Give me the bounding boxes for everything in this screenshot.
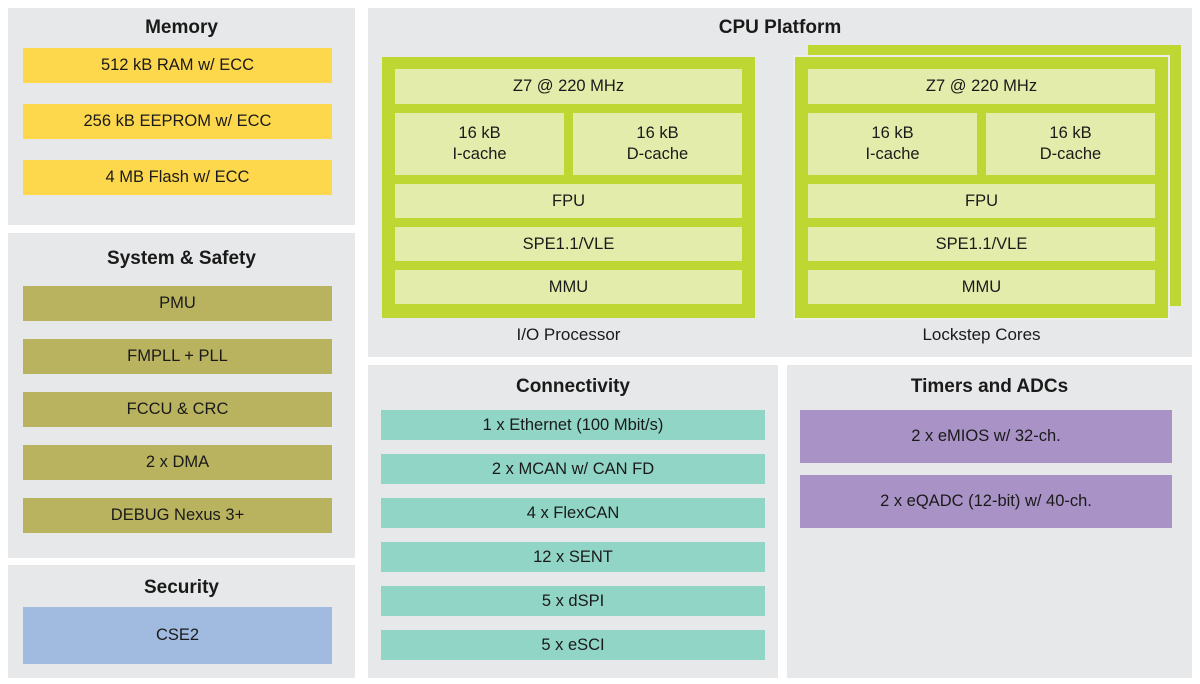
io-cpu-block: Z7 @ 220 MHz — [395, 69, 742, 104]
dma-block: 2 x DMA — [23, 445, 332, 480]
fccu-crc-block: FCCU & CRC — [23, 392, 332, 427]
memory-panel: Memory 512 kB RAM w/ ECC 256 kB EEPROM w… — [8, 8, 355, 225]
lockstep-core-card: Z7 @ 220 MHz 16 kB I-cache 16 kB D-cache… — [793, 55, 1170, 320]
timers-adcs-blocks: 2 x eMIOS w/ 32-ch. 2 x eQADC (12-bit) w… — [800, 410, 1172, 528]
io-mmu-block: MMU — [395, 270, 742, 304]
dspi-block: 5 x dSPI — [381, 586, 765, 616]
ram-block: 512 kB RAM w/ ECC — [23, 48, 332, 83]
pmu-block: PMU — [23, 286, 332, 321]
system-safety-panel: System & Safety PMU FMPLL + PLL FCCU & C… — [8, 233, 355, 558]
mcan-block: 2 x MCAN w/ CAN FD — [381, 454, 765, 484]
lockstep-cache-row: 16 kB I-cache 16 kB D-cache — [808, 113, 1155, 175]
lockstep-icache-block: 16 kB I-cache — [808, 113, 977, 175]
security-panel: Security CSE2 — [8, 565, 355, 678]
memory-title: Memory — [145, 17, 218, 38]
io-fpu-block: FPU — [395, 184, 742, 218]
security-blocks: CSE2 — [23, 607, 332, 664]
security-title: Security — [144, 577, 219, 598]
system-safety-title: System & Safety — [107, 248, 256, 269]
connectivity-blocks: 1 x Ethernet (100 Mbit/s) 2 x MCAN w/ CA… — [381, 410, 765, 660]
lockstep-fpu-block: FPU — [808, 184, 1155, 218]
eqadc-block: 2 x eQADC (12-bit) w/ 40-ch. — [800, 475, 1172, 528]
flash-block: 4 MB Flash w/ ECC — [23, 160, 332, 195]
cpu-platform-panel: CPU Platform Z7 @ 220 MHz 16 kB I-cache … — [368, 8, 1192, 357]
lockstep-cpu-block: Z7 @ 220 MHz — [808, 69, 1155, 104]
io-processor-core: Z7 @ 220 MHz 16 kB I-cache 16 kB D-cache… — [382, 57, 755, 345]
cpu-platform-title: CPU Platform — [718, 17, 842, 38]
debug-nexus-block: DEBUG Nexus 3+ — [23, 498, 332, 533]
lockstep-dcache-block: 16 kB D-cache — [986, 113, 1155, 175]
io-dcache-block: 16 kB D-cache — [573, 113, 742, 175]
fmpll-block: FMPLL + PLL — [23, 339, 332, 374]
eeprom-block: 256 kB EEPROM w/ ECC — [23, 104, 332, 139]
io-core-card: Z7 @ 220 MHz 16 kB I-cache 16 kB D-cache… — [382, 57, 755, 318]
memory-blocks: 512 kB RAM w/ ECC 256 kB EEPROM w/ ECC 4… — [23, 48, 332, 195]
connectivity-title: Connectivity — [515, 376, 631, 397]
timers-adcs-title: Timers and ADCs — [910, 376, 1069, 397]
esci-block: 5 x eSCI — [381, 630, 765, 660]
system-safety-blocks: PMU FMPLL + PLL FCCU & CRC 2 x DMA DEBUG… — [23, 286, 332, 533]
lockstep-cores-caption: Lockstep Cores — [922, 325, 1041, 344]
cse2-block: CSE2 — [23, 607, 332, 664]
ethernet-block: 1 x Ethernet (100 Mbit/s) — [381, 410, 765, 440]
flexcan-block: 4 x FlexCAN — [381, 498, 765, 528]
lockstep-mmu-block: MMU — [808, 270, 1155, 304]
lockstep-core: Z7 @ 220 MHz 16 kB I-cache 16 kB D-cache… — [793, 45, 1181, 345]
connectivity-panel: Connectivity 1 x Ethernet (100 Mbit/s) 2… — [368, 365, 778, 678]
emios-block: 2 x eMIOS w/ 32-ch. — [800, 410, 1172, 463]
timers-adcs-panel: Timers and ADCs 2 x eMIOS w/ 32-ch. 2 x … — [787, 365, 1192, 678]
io-cache-row: 16 kB I-cache 16 kB D-cache — [395, 113, 742, 175]
lockstep-spe-block: SPE1.1/VLE — [808, 227, 1155, 261]
io-processor-caption: I/O Processor — [516, 325, 621, 344]
sent-block: 12 x SENT — [381, 542, 765, 572]
io-spe-block: SPE1.1/VLE — [395, 227, 742, 261]
io-icache-block: 16 kB I-cache — [395, 113, 564, 175]
